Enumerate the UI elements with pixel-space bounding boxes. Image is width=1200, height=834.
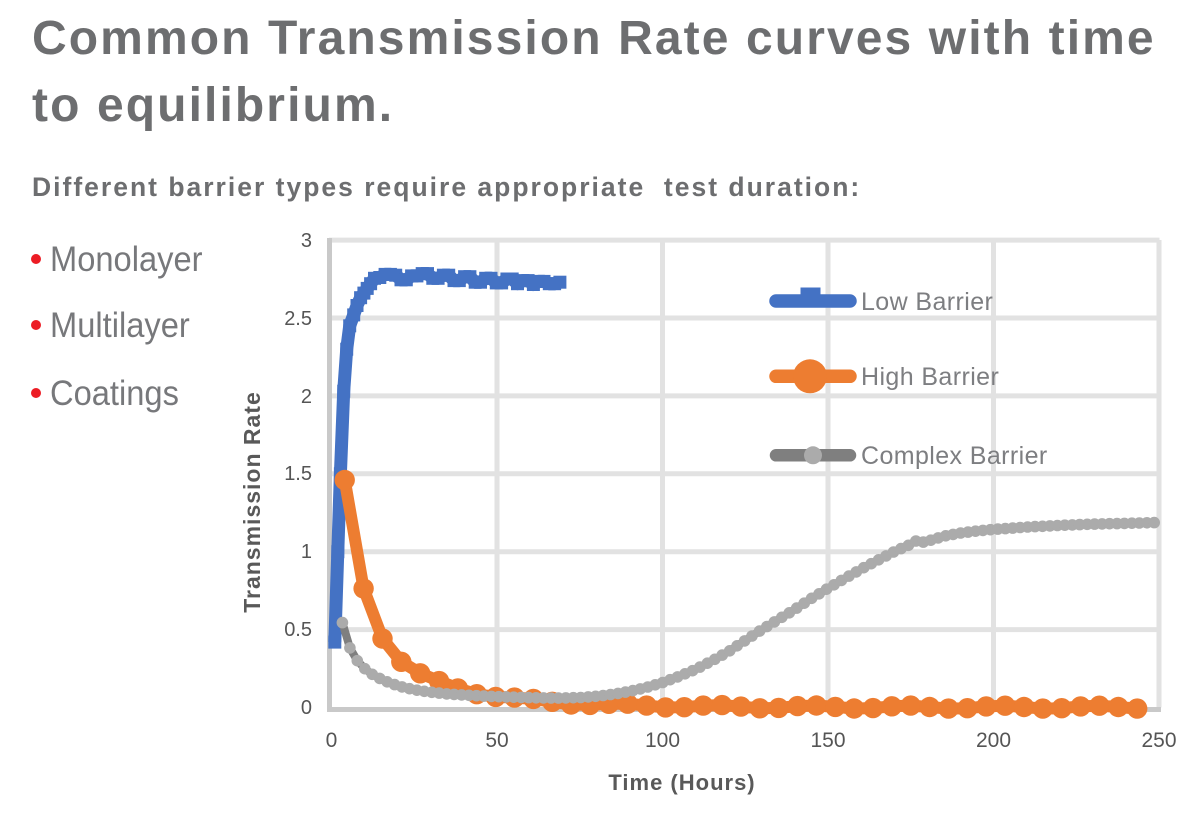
svg-text:0: 0 <box>326 729 338 752</box>
svg-text:0.5: 0.5 <box>284 619 312 641</box>
svg-text:50: 50 <box>485 729 508 752</box>
svg-text:2: 2 <box>301 386 312 408</box>
svg-text:Transmission Rate: Transmission Rate <box>239 391 265 613</box>
svg-text:100: 100 <box>645 729 680 752</box>
svg-text:Complex Barrier: Complex Barrier <box>861 442 1048 470</box>
svg-text:2.5: 2.5 <box>284 308 312 330</box>
svg-text:150: 150 <box>810 729 845 752</box>
svg-text:Low Barrier: Low Barrier <box>861 288 993 316</box>
svg-text:200: 200 <box>976 729 1011 752</box>
svg-text:250: 250 <box>1141 729 1176 752</box>
svg-text:Time (Hours): Time (Hours) <box>608 770 755 795</box>
svg-text:3: 3 <box>301 230 312 252</box>
svg-text:1.5: 1.5 <box>284 463 312 485</box>
svg-text:0: 0 <box>301 697 312 719</box>
svg-text:1: 1 <box>301 541 312 563</box>
svg-text:High Barrier: High Barrier <box>861 363 999 391</box>
